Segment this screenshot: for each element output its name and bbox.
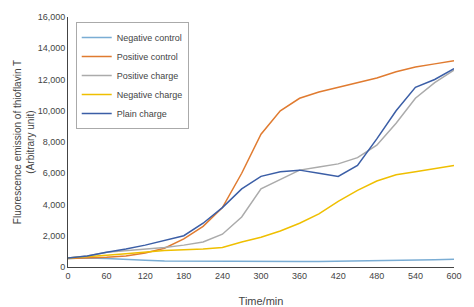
svg-text:360: 360 (292, 271, 307, 281)
svg-text:Negative control: Negative control (117, 33, 182, 43)
svg-text:600: 600 (446, 271, 461, 281)
svg-text:Positive control: Positive control (117, 52, 178, 62)
svg-text:10,000: 10,000 (38, 106, 66, 116)
svg-text:4,000: 4,000 (43, 200, 66, 210)
svg-text:60: 60 (102, 271, 112, 281)
svg-text:480: 480 (369, 271, 384, 281)
svg-text:6,000: 6,000 (43, 168, 66, 178)
svg-text:16,000: 16,000 (38, 12, 66, 22)
svg-text:240: 240 (215, 271, 230, 281)
svg-text:0: 0 (60, 262, 65, 272)
svg-text:0: 0 (65, 271, 70, 281)
svg-text:300: 300 (253, 271, 268, 281)
svg-text:12,000: 12,000 (38, 75, 66, 85)
svg-text:14,000: 14,000 (38, 43, 66, 53)
svg-text:Time/min: Time/min (239, 295, 284, 307)
svg-text:Fluorescence emission of thiof: Fluorescence emission of thioflavin T(Ar… (12, 60, 36, 224)
svg-text:8,000: 8,000 (43, 137, 66, 147)
svg-text:120: 120 (138, 271, 153, 281)
svg-text:540: 540 (408, 271, 423, 281)
svg-text:180: 180 (176, 271, 191, 281)
svg-text:Negative charge: Negative charge (117, 90, 183, 100)
svg-text:420: 420 (331, 271, 346, 281)
svg-text:2,000: 2,000 (43, 231, 66, 241)
svg-text:Positive charge: Positive charge (117, 71, 179, 81)
svg-text:Plain charge: Plain charge (117, 109, 167, 119)
